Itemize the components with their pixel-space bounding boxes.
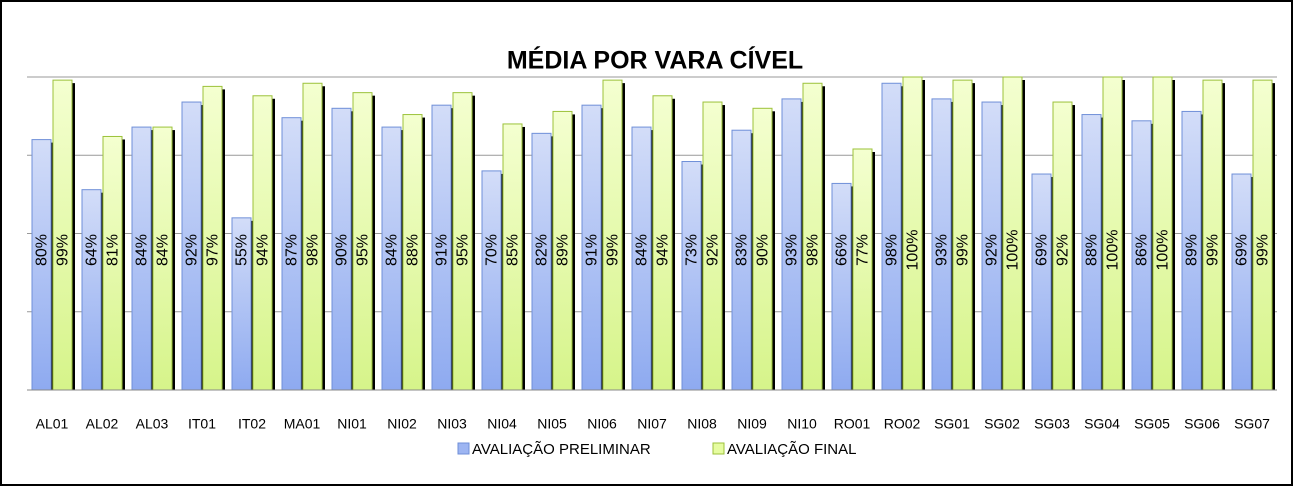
x-tick-label: AL02 (86, 416, 119, 432)
value-label: 85% (505, 234, 522, 266)
value-label: 83% (734, 234, 751, 266)
value-label: 98% (805, 234, 822, 266)
value-label: 99% (55, 234, 72, 266)
value-label: 88% (405, 234, 422, 266)
bar (481, 170, 502, 391)
x-tick-label: NI08 (687, 416, 717, 432)
value-label: 93% (934, 234, 951, 266)
value-label: 55% (234, 234, 251, 266)
x-tick-label: NI02 (387, 416, 417, 432)
value-label: 95% (355, 234, 372, 266)
legend-swatch (457, 442, 470, 455)
x-tick-label: NI07 (637, 416, 667, 432)
value-label: 70% (484, 234, 501, 266)
value-label: 92% (1055, 234, 1072, 266)
value-label: 87% (284, 234, 301, 266)
value-label: 81% (105, 234, 122, 266)
x-tick-label: SG05 (1134, 416, 1170, 432)
legend-label: AVALIAÇÃO FINAL (727, 441, 857, 458)
x-tick-label: NI10 (787, 416, 817, 432)
value-label: 94% (655, 234, 672, 266)
x-tick-label: SG07 (1234, 416, 1270, 432)
x-tick-label: SG02 (984, 416, 1020, 432)
value-label: 98% (305, 234, 322, 266)
value-label: 99% (955, 234, 972, 266)
x-tick-label: IT01 (188, 416, 216, 432)
value-label: 69% (1234, 234, 1251, 266)
value-label: 99% (605, 234, 622, 266)
value-label: 82% (534, 234, 551, 266)
x-tick-label: IT02 (238, 416, 266, 432)
x-tick-label: SG06 (1184, 416, 1220, 432)
value-label: 100% (1005, 230, 1022, 271)
x-tick-label: AL01 (36, 416, 69, 432)
value-label: 90% (755, 234, 772, 266)
bar (852, 148, 873, 391)
value-label: 92% (184, 234, 201, 266)
x-tick-label: NI04 (487, 416, 517, 432)
legend-swatch (712, 442, 725, 455)
value-label: 89% (555, 234, 572, 266)
value-label: 88% (1084, 234, 1101, 266)
bar (1031, 173, 1052, 391)
bar (1231, 173, 1252, 391)
bar (831, 182, 852, 391)
value-label: 100% (905, 230, 922, 271)
x-tick-label: NI09 (737, 416, 767, 432)
x-tick-label: NI06 (587, 416, 617, 432)
x-tick-label: AL03 (136, 416, 169, 432)
x-tick-label: RO01 (834, 416, 871, 432)
value-label: 92% (705, 234, 722, 266)
x-tick-label: RO02 (884, 416, 921, 432)
x-tick-label: NI05 (537, 416, 567, 432)
value-label: 89% (1184, 234, 1201, 266)
value-label: 99% (1255, 234, 1272, 266)
chart-title: MÉDIA POR VARA CÍVEL (507, 46, 803, 75)
value-label: 90% (334, 234, 351, 266)
value-label: 84% (384, 234, 401, 266)
x-tick-label: NI01 (337, 416, 367, 432)
value-label: 93% (784, 234, 801, 266)
value-label: 92% (984, 234, 1001, 266)
value-label: 66% (834, 234, 851, 266)
value-label: 100% (1105, 230, 1122, 271)
value-label: 99% (1205, 234, 1222, 266)
value-label: 84% (634, 234, 651, 266)
value-label: 94% (255, 234, 272, 266)
value-label: 64% (84, 234, 101, 266)
value-label: 95% (455, 234, 472, 266)
value-label: 77% (855, 234, 872, 266)
value-label: 84% (155, 234, 172, 266)
value-label: 98% (884, 234, 901, 266)
legend-label: AVALIAÇÃO PRELIMINAR (472, 441, 651, 458)
value-label: 100% (1155, 230, 1172, 271)
value-label: 91% (584, 234, 601, 266)
x-tick-label: NI03 (437, 416, 467, 432)
value-label: 69% (1034, 234, 1051, 266)
value-label: 91% (434, 234, 451, 266)
value-label: 97% (205, 234, 222, 266)
x-tick-label: SG04 (1084, 416, 1120, 432)
bar (681, 161, 702, 391)
value-label: 80% (34, 234, 51, 266)
bar (81, 189, 102, 391)
value-label: 84% (134, 234, 151, 266)
value-label: 86% (1134, 234, 1151, 266)
value-label: 73% (684, 234, 701, 266)
x-tick-label: SG01 (934, 416, 970, 432)
x-tick-label: SG03 (1034, 416, 1070, 432)
x-tick-label: MA01 (284, 416, 321, 432)
